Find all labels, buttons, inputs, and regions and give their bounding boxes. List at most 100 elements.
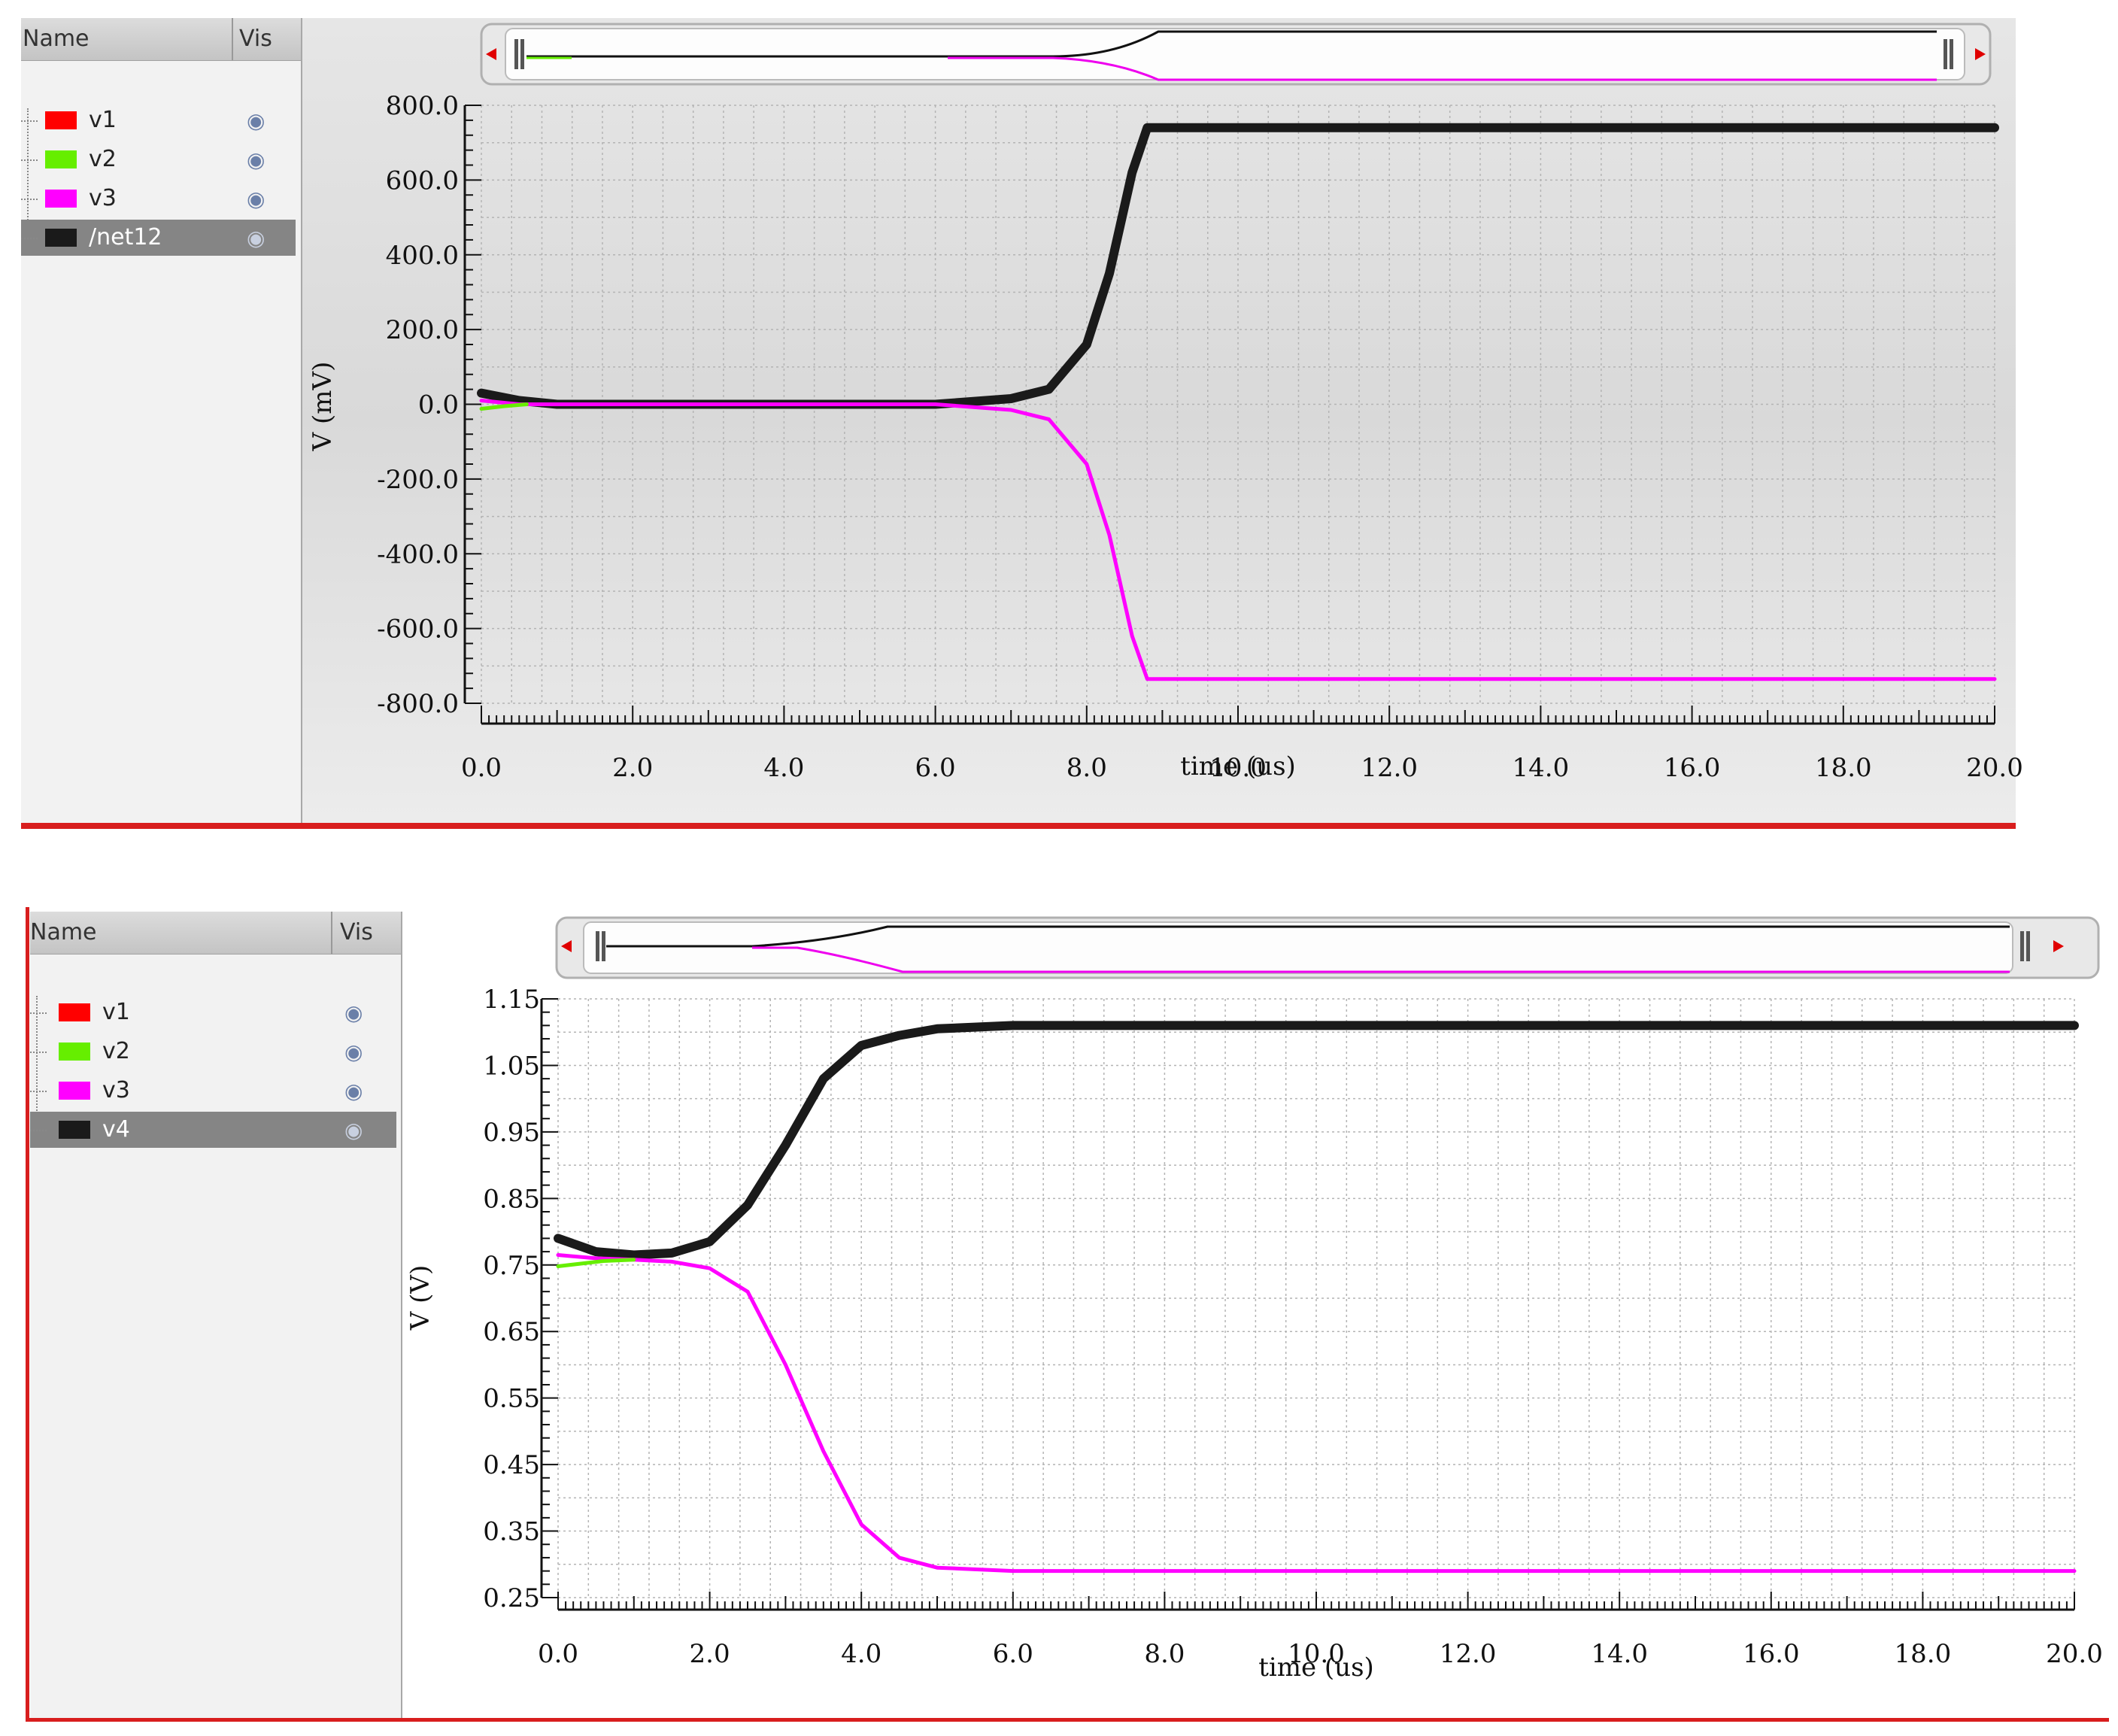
y-tick-label: 0.25	[483, 1583, 540, 1613]
y-axis-label: V (mV)	[308, 362, 338, 452]
signal-list: Name Vis v1 ◉ v2 ◉ v3 ◉ v4 ◉	[30, 912, 402, 1718]
x-tick-label: 6.0	[915, 753, 956, 783]
color-swatch	[45, 229, 77, 247]
y-tick-label: 0.75	[483, 1251, 540, 1281]
color-swatch	[59, 1082, 90, 1100]
y-tick-label: 0.55	[483, 1384, 540, 1414]
signal-row-v2[interactable]: v2 ◉	[30, 1033, 396, 1070]
signal-label: v2	[89, 146, 117, 172]
x-tick-label: 2.0	[690, 1639, 730, 1669]
signal-row-v1[interactable]: v1 ◉	[21, 102, 296, 138]
x-tick-label: 20.0	[1966, 753, 2023, 783]
overview-scrollbar[interactable]	[555, 916, 2100, 979]
visibility-eye-icon[interactable]: ◉	[344, 1118, 363, 1143]
scroll-left-handle[interactable]	[514, 39, 518, 69]
x-tick-label: 12.0	[1361, 753, 1418, 783]
panel-divider-red	[21, 823, 2016, 829]
x-tick-label: 10.0	[1209, 753, 1267, 783]
bottom-waveform-panel: Name Vis v1 ◉ v2 ◉ v3 ◉ v4 ◉	[30, 912, 2106, 1718]
x-tick-label: 6.0	[993, 1639, 1033, 1669]
panel-border-bottom	[26, 1718, 2109, 1722]
panel-border-left	[26, 907, 29, 1721]
signal-label: v3	[89, 185, 117, 211]
vis-column-header[interactable]: Vis	[239, 26, 272, 52]
scroll-right-arrow-icon[interactable]	[2053, 940, 2064, 952]
vis-column-header[interactable]: Vis	[340, 919, 373, 945]
name-column-header[interactable]: Name	[30, 919, 97, 945]
x-tick-label: 14.0	[1591, 1639, 1648, 1669]
signal-row-v3[interactable]: v3 ◉	[30, 1073, 396, 1109]
scroll-right-handle[interactable]	[2020, 931, 2024, 961]
y-tick-label: 400.0	[386, 241, 459, 271]
visibility-eye-icon[interactable]: ◉	[247, 226, 266, 250]
x-tick-label: 8.0	[1067, 753, 1107, 783]
series-line-0	[554, 1021, 2079, 1260]
x-axis-label: time (us)	[1180, 751, 1296, 782]
y-tick-label: 0.65	[483, 1317, 540, 1347]
scroll-right-arrow-icon[interactable]	[1975, 48, 1986, 60]
x-tick-label: 4.0	[841, 1639, 881, 1669]
series-line-2	[479, 402, 529, 411]
signal-label: v2	[102, 1038, 130, 1064]
scroll-right-handle[interactable]	[1944, 39, 1947, 69]
color-swatch	[45, 111, 77, 129]
x-tick-label: 20.0	[2046, 1639, 2103, 1669]
x-tick-label: 8.0	[1144, 1639, 1185, 1669]
y-tick-label: 0.45	[483, 1450, 540, 1480]
signal-row-v4[interactable]: v4 ◉	[30, 1112, 396, 1148]
color-swatch	[45, 190, 77, 208]
signal-label: v4	[102, 1116, 130, 1143]
x-tick-label: 10.0	[1288, 1639, 1345, 1669]
name-column-header[interactable]: Name	[23, 26, 90, 52]
plot-area-background	[402, 912, 2106, 1718]
visibility-eye-icon[interactable]: ◉	[247, 147, 266, 172]
color-swatch	[45, 150, 77, 168]
signal-row-v3[interactable]: v3 ◉	[21, 181, 296, 217]
y-axis-label: V (V)	[405, 1265, 435, 1331]
signal-list: Name Vis v1 ◉ v2 ◉ v3 ◉ /net12 ◉	[21, 18, 302, 823]
visibility-eye-icon[interactable]: ◉	[247, 108, 266, 133]
y-tick-label: -200.0	[377, 465, 459, 495]
y-tick-label: 200.0	[386, 315, 459, 345]
overview-scrollbar[interactable]	[480, 23, 1992, 86]
signal-row-net12[interactable]: /net12 ◉	[21, 220, 296, 256]
y-tick-label: 600.0	[386, 165, 459, 196]
x-tick-label: 18.0	[1815, 753, 1872, 783]
series-line-1	[556, 1253, 2077, 1574]
y-tick-label: -800.0	[377, 689, 459, 719]
signal-row-v1[interactable]: v1 ◉	[30, 994, 396, 1030]
y-tick-label: 0.85	[483, 1184, 540, 1214]
y-tick-label: -400.0	[377, 539, 459, 569]
top-waveform-panel: Name Vis v1 ◉ v2 ◉ v3 ◉ /net12 ◉	[21, 18, 2016, 830]
scroll-left-arrow-icon[interactable]	[561, 940, 572, 952]
visibility-eye-icon[interactable]: ◉	[344, 1079, 363, 1103]
y-tick-label: 0.0	[418, 390, 459, 420]
visibility-eye-icon[interactable]: ◉	[247, 187, 266, 211]
visibility-eye-icon[interactable]: ◉	[344, 1000, 363, 1025]
x-tick-label: 14.0	[1513, 753, 1570, 783]
y-tick-label: 0.35	[483, 1517, 540, 1547]
color-swatch	[59, 1003, 90, 1021]
signal-label: v1	[102, 999, 130, 1025]
series-line-2	[556, 1258, 636, 1268]
x-tick-label: 12.0	[1440, 1639, 1497, 1669]
signal-list-header: Name Vis	[21, 18, 301, 61]
x-tick-label: 16.0	[1743, 1639, 1800, 1669]
scroll-left-arrow-icon[interactable]	[486, 48, 496, 60]
y-tick-label: 0.95	[483, 1118, 540, 1148]
x-tick-label: 0.0	[461, 753, 502, 783]
x-tick-label: 4.0	[763, 753, 804, 783]
x-tick-label: 16.0	[1664, 753, 1721, 783]
x-tick-label: 0.0	[538, 1639, 578, 1669]
visibility-eye-icon[interactable]: ◉	[344, 1039, 363, 1064]
x-tick-label: 18.0	[1895, 1639, 1952, 1669]
series-line-1	[479, 399, 1997, 681]
scroll-left-handle[interactable]	[596, 931, 599, 961]
x-axis-label: time (us)	[1258, 1653, 1374, 1683]
top-plot-svg: 800.0 600.0 400.0 200.0 0.0 -200.0 -400.0 -600.…	[308, 23, 2023, 783]
signal-row-v2[interactable]: v2 ◉	[21, 141, 296, 178]
signal-label: v1	[89, 107, 117, 133]
y-tick-label: -600.0	[377, 615, 459, 645]
color-swatch	[59, 1121, 90, 1139]
